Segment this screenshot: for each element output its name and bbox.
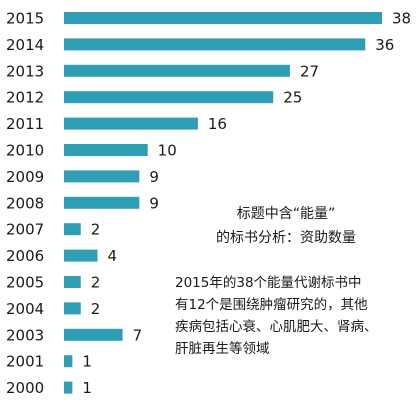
value-label: 16 bbox=[208, 115, 227, 133]
annotation-line: 标题中含“能量” bbox=[236, 206, 336, 222]
value-label: 7 bbox=[133, 326, 143, 344]
category-label: 2010 bbox=[6, 142, 44, 160]
annotation-line: 2015年的38个能量代谢标书中 bbox=[175, 275, 362, 291]
bar bbox=[64, 381, 73, 394]
annotation-line: 的标书分析：资助数量 bbox=[216, 230, 356, 246]
value-label: 9 bbox=[149, 194, 159, 212]
value-label: 2 bbox=[91, 221, 101, 239]
value-label: 2 bbox=[91, 300, 101, 318]
category-label: 2014 bbox=[6, 36, 44, 54]
value-label: 36 bbox=[375, 36, 394, 54]
annotation-description: 2015年的38个能量代谢标书中 有12个是围绕肿瘤研究的，其他 疾病包括心衰、… bbox=[175, 272, 415, 360]
value-label: 25 bbox=[283, 89, 302, 107]
value-label: 1 bbox=[82, 353, 92, 371]
bar bbox=[64, 249, 98, 262]
category-label: 2000 bbox=[6, 379, 44, 397]
value-label: 4 bbox=[107, 247, 117, 265]
bar bbox=[64, 91, 274, 104]
value-label: 27 bbox=[300, 62, 319, 80]
value-label: 10 bbox=[158, 142, 177, 160]
category-label: 2008 bbox=[6, 194, 44, 212]
category-label: 2007 bbox=[6, 221, 44, 239]
bar bbox=[64, 276, 81, 288]
category-label: 2001 bbox=[6, 353, 44, 371]
value-label: 38 bbox=[392, 10, 411, 28]
annotation-title-analysis: 标题中含“能量” 的标书分析：资助数量 bbox=[186, 202, 386, 250]
category-label: 2011 bbox=[6, 115, 44, 133]
bar bbox=[64, 196, 140, 209]
bar bbox=[64, 302, 81, 315]
bar bbox=[64, 223, 81, 236]
category-label: 2015 bbox=[6, 10, 44, 28]
bar bbox=[64, 170, 140, 183]
annotation-line: 肝脏再生等领域 bbox=[175, 341, 270, 357]
value-label: 9 bbox=[149, 168, 159, 186]
bar bbox=[64, 12, 382, 24]
category-label: 2005 bbox=[6, 274, 44, 292]
value-label: 1 bbox=[82, 379, 92, 397]
annotation-line: 疾病包括心衰、心肌肥大、肾病、 bbox=[175, 319, 378, 335]
bar bbox=[64, 38, 366, 51]
bar bbox=[64, 64, 290, 77]
bar bbox=[64, 117, 198, 130]
category-label: 2013 bbox=[6, 62, 44, 80]
category-label: 2012 bbox=[6, 89, 44, 107]
category-label: 2003 bbox=[6, 326, 44, 344]
bar bbox=[64, 355, 73, 368]
category-label: 2009 bbox=[6, 168, 44, 186]
category-label: 2004 bbox=[6, 300, 44, 318]
category-label: 2006 bbox=[6, 247, 44, 265]
bar bbox=[64, 328, 123, 341]
value-label: 2 bbox=[91, 274, 101, 292]
bar bbox=[64, 144, 148, 156]
annotation-line: 有12个是围绕肿瘤研究的，其他 bbox=[175, 297, 368, 313]
